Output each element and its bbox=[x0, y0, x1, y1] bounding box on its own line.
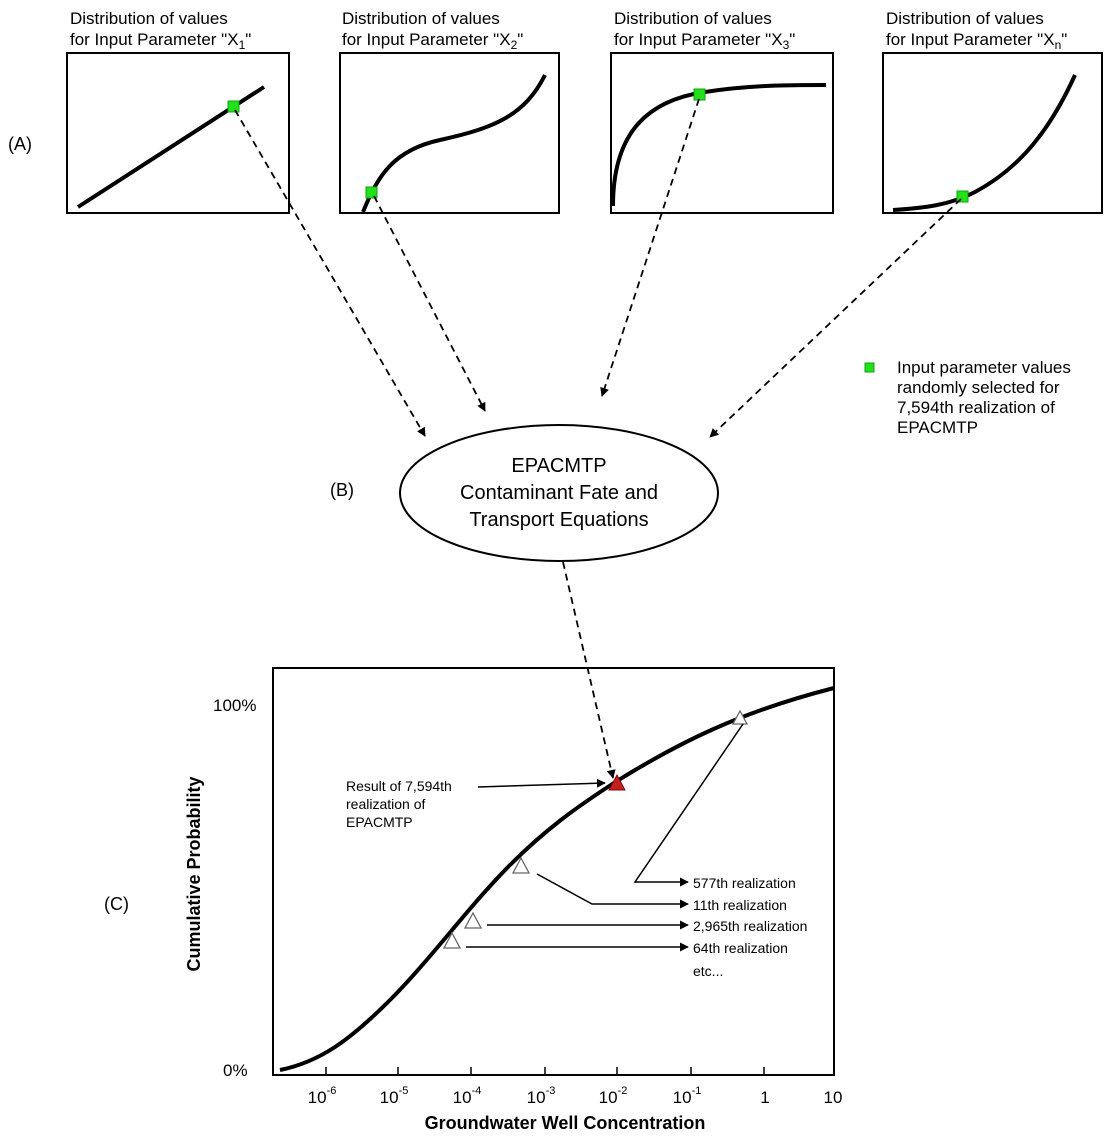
y-top-label: 100% bbox=[213, 696, 256, 715]
selected-value-marker bbox=[693, 88, 706, 101]
panel-title-line1: Distribution of values bbox=[886, 9, 1044, 28]
model-line-2: Contaminant Fate and bbox=[460, 482, 658, 504]
panel-title-line2: for Input Parameter "Xn" bbox=[886, 30, 1067, 52]
realization-triangle-2965 bbox=[463, 911, 483, 929]
panel-frame bbox=[882, 52, 1103, 214]
realization-label-etc: etc... bbox=[693, 963, 723, 979]
model-ellipse bbox=[399, 424, 719, 562]
legend-line-2: randomly selected for bbox=[897, 378, 1060, 397]
input-panel-xn: Distribution of values for Input Paramet… bbox=[882, 9, 1103, 214]
input-panel-x3: Distribution of values for Input Paramet… bbox=[610, 9, 834, 214]
distribution-curve bbox=[892, 74, 1077, 212]
selected-value-marker bbox=[227, 100, 240, 113]
result-label-line-1: Result of 7,594th bbox=[346, 778, 452, 794]
x-tick-label-1e-2: 10-2 bbox=[599, 1085, 628, 1107]
cdf-chart: 100% 0% Cumulative Probability Groundwat… bbox=[184, 667, 843, 1133]
result-label-line-3: EPACMTP bbox=[346, 814, 413, 830]
y-axis-title: Cumulative Probability bbox=[184, 776, 204, 971]
realization-triangle-577 bbox=[731, 709, 749, 725]
panel-title-line1: Distribution of values bbox=[342, 9, 500, 28]
dashed-arrow-x2 bbox=[373, 195, 486, 412]
section-label-b: (B) bbox=[330, 480, 354, 500]
result-pointer-arrow bbox=[477, 778, 606, 788]
legend-line-4: EPACMTP bbox=[897, 418, 978, 437]
x-tick-label-1: 1 bbox=[760, 1088, 769, 1107]
panel-frame bbox=[610, 52, 834, 214]
realization-label-577: 577th realization bbox=[693, 875, 796, 891]
dashed-arrow-xn bbox=[709, 198, 962, 438]
model-line-1: EPACMTP bbox=[511, 455, 606, 477]
realization-label-64: 64th realization bbox=[693, 940, 788, 956]
realization-arrow-577 bbox=[633, 723, 744, 887]
legend-line-3: 7,594th realization of bbox=[897, 398, 1055, 417]
dashed-arrow-x1 bbox=[234, 109, 426, 437]
x-tick-label-1e-6: 10-6 bbox=[308, 1085, 337, 1107]
model-line-3: Transport Equations bbox=[469, 509, 648, 531]
distribution-curve bbox=[611, 83, 827, 207]
distribution-curve bbox=[361, 74, 547, 213]
x-axis-title: Groundwater Well Concentration bbox=[425, 1113, 706, 1133]
result-label-line-2: realization of bbox=[346, 796, 425, 812]
x-tick-label-1e-4: 10-4 bbox=[453, 1085, 482, 1107]
panel-title-line2: for Input Parameter "X2" bbox=[342, 30, 523, 52]
panel-title-line2: for Input Parameter "X1" bbox=[70, 30, 251, 52]
legend: Input parameter values randomly selected… bbox=[864, 358, 1071, 437]
panel-title-line1: Distribution of values bbox=[70, 9, 228, 28]
dashed-arrow-to-result bbox=[562, 561, 616, 779]
panel-frame bbox=[339, 52, 560, 214]
model-node: EPACMTP Contaminant Fate and Transport E… bbox=[399, 424, 719, 562]
x-tick-label-1e-5: 10-5 bbox=[380, 1085, 409, 1107]
section-label-a: (A) bbox=[8, 134, 32, 154]
input-panel-x1: Distribution of values for Input Paramet… bbox=[66, 9, 290, 214]
realization-triangle-11 bbox=[511, 856, 531, 874]
input-panel-x2: Distribution of values for Input Paramet… bbox=[339, 9, 560, 214]
y-bottom-label: 0% bbox=[223, 1061, 248, 1080]
legend-marker bbox=[864, 362, 875, 373]
x-tick-label-10: 10 bbox=[824, 1088, 843, 1107]
panel-frame bbox=[66, 52, 290, 214]
x-tick-label-1e-3: 10-3 bbox=[527, 1085, 556, 1107]
cdf-curve bbox=[279, 686, 835, 1072]
realization-arrow-11 bbox=[536, 873, 689, 909]
realization-label-2965: 2,965th realization bbox=[693, 918, 807, 934]
result-triangle bbox=[608, 773, 626, 791]
section-label-c: (C) bbox=[104, 894, 129, 914]
selected-value-marker bbox=[365, 186, 378, 199]
panel-title-line2: for Input Parameter "X3" bbox=[614, 30, 795, 52]
panel-title-line1: Distribution of values bbox=[614, 9, 772, 28]
dashed-arrow-x3 bbox=[600, 98, 700, 397]
selected-value-marker bbox=[956, 190, 969, 203]
realization-label-11: 11th realization bbox=[693, 897, 787, 913]
legend-line-1: Input parameter values bbox=[897, 358, 1071, 377]
chart-frame bbox=[272, 667, 835, 1076]
x-tick-label-1e-1: 10-1 bbox=[673, 1085, 702, 1107]
realization-triangle-64 bbox=[442, 931, 462, 949]
